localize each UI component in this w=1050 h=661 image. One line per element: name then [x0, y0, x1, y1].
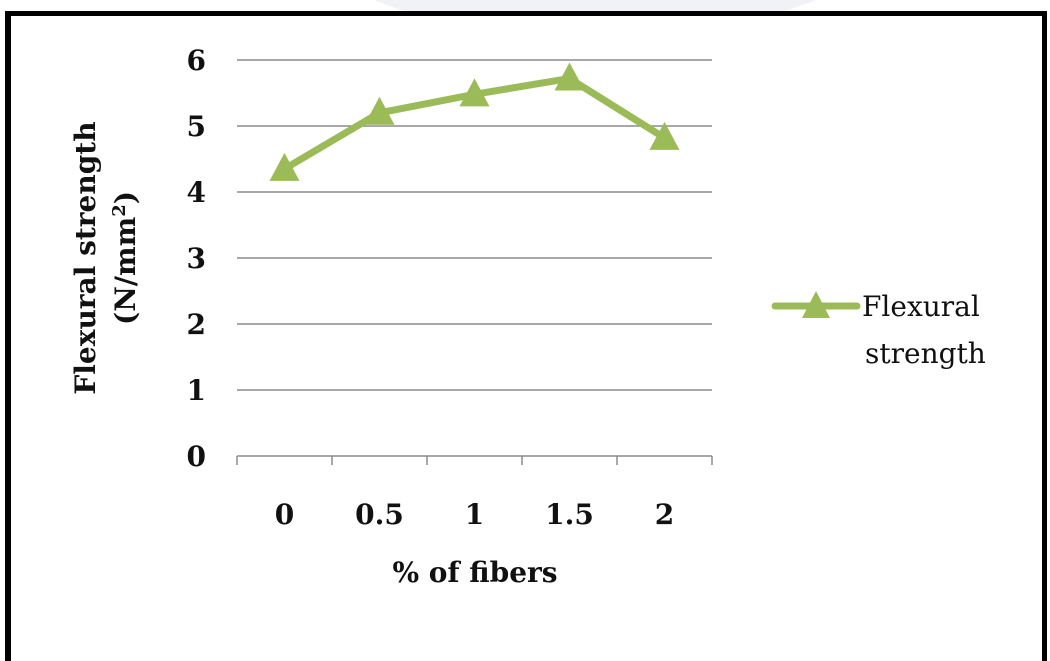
y-tick-label: 4: [187, 176, 206, 209]
series-layer: [269, 62, 680, 181]
y-axis-title-superscript: 2: [109, 204, 130, 217]
legend-label-line2: strength: [865, 337, 986, 370]
x-tick-labels: 0 0.5 1 1.5 2: [275, 498, 674, 531]
data-point-marker: [459, 78, 490, 107]
legend-marker: [802, 291, 830, 318]
x-tick-label: 1: [465, 498, 484, 531]
y-tick-label: 0: [187, 440, 206, 473]
gridlines: [237, 59, 712, 391]
data-point-marker: [364, 96, 395, 125]
legend-label-line1: Flexural: [862, 290, 980, 323]
x-tick-label: 1.5: [545, 498, 594, 531]
line-chart: 0 1 2 3 4 5 6 0 0.5 1 1.5 2 % of fibers Flexural s…: [69, 44, 986, 589]
axes: [236, 455, 713, 465]
x-axis-title: % of fibers: [392, 556, 557, 589]
y-tick-label: 3: [187, 242, 206, 275]
y-tick-label: 5: [187, 110, 206, 143]
data-point-marker: [649, 121, 680, 150]
y-tick-label: 2: [187, 308, 206, 341]
data-point-marker: [269, 152, 300, 181]
figure-frame: [5, 11, 1047, 661]
y-axis-title-group: Flexural strength (N/mm2): [69, 121, 142, 394]
y-axis-title-unit: (N/mm: [109, 217, 142, 325]
y-axis-title-close: ): [109, 191, 142, 204]
y-tick-labels: 0 1 2 3 4 5 6: [187, 44, 206, 473]
data-point-marker: [554, 62, 585, 91]
x-tick-label: 0.5: [355, 498, 404, 531]
y-axis-title-line1: Flexural strength: [69, 121, 102, 394]
y-tick-label: 1: [187, 374, 206, 407]
x-tick-label: 2: [655, 498, 674, 531]
legend: Flexural strength: [771, 290, 986, 370]
x-tick-label: 0: [275, 498, 294, 531]
y-axis-title-line2: (N/mm2): [109, 191, 143, 325]
y-tick-label: 6: [187, 44, 206, 77]
